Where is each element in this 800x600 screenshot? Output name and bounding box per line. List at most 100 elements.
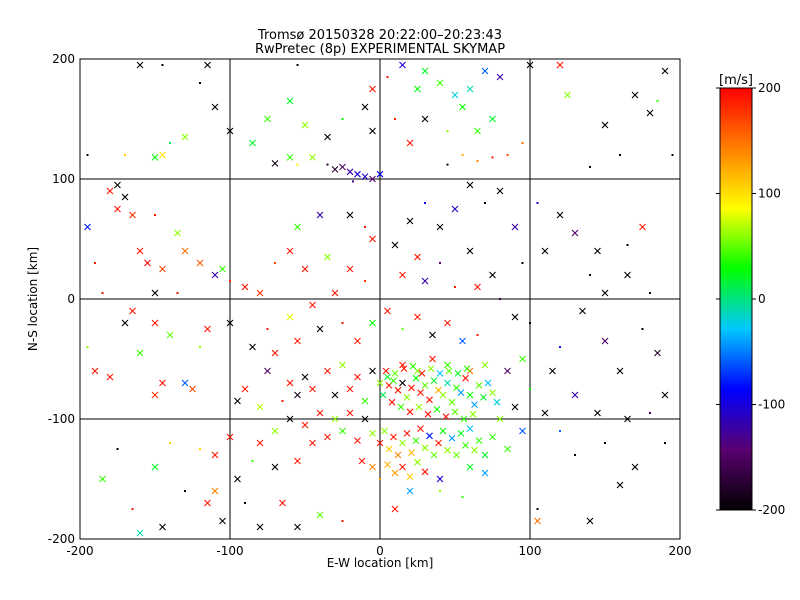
data-point-140 bbox=[294, 337, 301, 345]
data-point-248 bbox=[421, 444, 429, 452]
data-point-172 bbox=[331, 391, 339, 399]
data-point-300 bbox=[421, 115, 429, 123]
data-point-147 bbox=[414, 313, 421, 321]
data-point-169 bbox=[281, 400, 284, 402]
data-point-137 bbox=[266, 328, 269, 330]
data-point-114 bbox=[439, 262, 441, 264]
data-point-275 bbox=[529, 388, 531, 390]
data-point-205 bbox=[415, 403, 423, 411]
data-point-279 bbox=[559, 430, 561, 432]
data-point-106 bbox=[484, 202, 486, 204]
data-point-220 bbox=[454, 370, 462, 377]
data-point-249 bbox=[426, 432, 433, 440]
data-point-38 bbox=[151, 289, 159, 297]
data-point-35 bbox=[229, 280, 231, 282]
data-point-207 bbox=[433, 406, 441, 413]
data-point-278 bbox=[541, 409, 549, 417]
data-point-70 bbox=[341, 520, 344, 522]
colorbar-tick-label-4: -200 bbox=[758, 503, 785, 517]
data-point-134 bbox=[331, 289, 339, 297]
data-point-40 bbox=[84, 223, 91, 231]
data-point-8 bbox=[352, 180, 354, 183]
data-point-136 bbox=[286, 313, 294, 321]
x-tick-label-0: -200 bbox=[66, 544, 93, 558]
data-point-334 bbox=[251, 460, 254, 462]
data-point-107 bbox=[466, 181, 474, 189]
data-point-191 bbox=[448, 398, 456, 406]
data-point-120 bbox=[454, 286, 456, 288]
data-point-104 bbox=[511, 223, 519, 231]
data-point-181 bbox=[403, 394, 411, 401]
data-point-253 bbox=[444, 446, 451, 454]
data-point-41 bbox=[94, 262, 96, 264]
data-point-125 bbox=[346, 211, 354, 219]
data-point-262 bbox=[489, 433, 496, 441]
data-point-281 bbox=[466, 463, 474, 471]
data-point-165 bbox=[264, 367, 271, 375]
data-point-184 bbox=[417, 389, 424, 396]
data-point-98 bbox=[594, 247, 601, 255]
data-point-246 bbox=[412, 437, 420, 444]
data-point-320 bbox=[264, 115, 271, 123]
data-point-241 bbox=[390, 433, 397, 441]
data-point-49 bbox=[91, 367, 99, 375]
data-point-161 bbox=[339, 361, 346, 369]
data-point-180 bbox=[399, 379, 406, 387]
data-point-139 bbox=[271, 349, 279, 357]
data-point-92 bbox=[601, 289, 609, 297]
data-point-282 bbox=[481, 469, 489, 477]
data-point-155 bbox=[429, 355, 436, 363]
data-point-7 bbox=[326, 163, 329, 166]
data-point-229 bbox=[256, 439, 264, 447]
data-point-186 bbox=[426, 396, 433, 404]
data-point-11 bbox=[296, 163, 299, 166]
data-point-61 bbox=[159, 523, 166, 531]
colorbar-tick-label-0: 200 bbox=[758, 81, 781, 95]
data-point-319 bbox=[286, 97, 294, 105]
colorbar-tick-label-1: 100 bbox=[758, 187, 781, 201]
data-point-254 bbox=[448, 434, 456, 442]
data-point-123 bbox=[369, 235, 376, 243]
colorbar-tick-label-2: 0 bbox=[758, 292, 766, 306]
data-point-299 bbox=[446, 130, 449, 132]
data-point-48 bbox=[226, 319, 234, 327]
data-point-231 bbox=[211, 451, 219, 459]
data-point-154 bbox=[444, 361, 451, 369]
data-point-39 bbox=[176, 292, 179, 294]
data-point-263 bbox=[384, 461, 391, 468]
data-point-304 bbox=[556, 61, 564, 69]
data-point-173 bbox=[346, 385, 354, 393]
data-point-308 bbox=[646, 109, 654, 117]
data-point-312 bbox=[521, 142, 524, 144]
data-point-160 bbox=[354, 373, 361, 381]
data-point-30 bbox=[174, 229, 181, 237]
data-point-209 bbox=[451, 408, 459, 416]
data-point-218 bbox=[436, 370, 444, 377]
data-point-317 bbox=[446, 163, 449, 166]
data-point-257 bbox=[462, 442, 469, 449]
data-point-233 bbox=[309, 439, 316, 447]
data-point-57 bbox=[169, 442, 171, 444]
data-point-321 bbox=[301, 121, 309, 129]
data-point-244 bbox=[403, 430, 411, 437]
data-point-103 bbox=[521, 262, 524, 264]
data-point-242 bbox=[394, 451, 402, 459]
data-point-315 bbox=[476, 160, 479, 162]
data-point-280 bbox=[504, 445, 511, 453]
data-point-109 bbox=[436, 223, 444, 231]
data-point-9 bbox=[271, 160, 279, 167]
data-point-64 bbox=[219, 517, 226, 525]
data-point-12 bbox=[309, 154, 316, 161]
data-point-210 bbox=[460, 415, 468, 423]
data-point-164 bbox=[286, 379, 294, 387]
data-point-208 bbox=[442, 413, 450, 420]
data-point-13 bbox=[249, 139, 256, 147]
data-point-43 bbox=[129, 307, 136, 315]
data-point-157 bbox=[399, 361, 406, 369]
x-axis-label: E-W location [km] bbox=[327, 556, 434, 570]
data-point-23 bbox=[106, 187, 114, 195]
data-point-328 bbox=[86, 154, 89, 156]
data-point-302 bbox=[394, 118, 396, 120]
data-point-296 bbox=[496, 73, 504, 81]
